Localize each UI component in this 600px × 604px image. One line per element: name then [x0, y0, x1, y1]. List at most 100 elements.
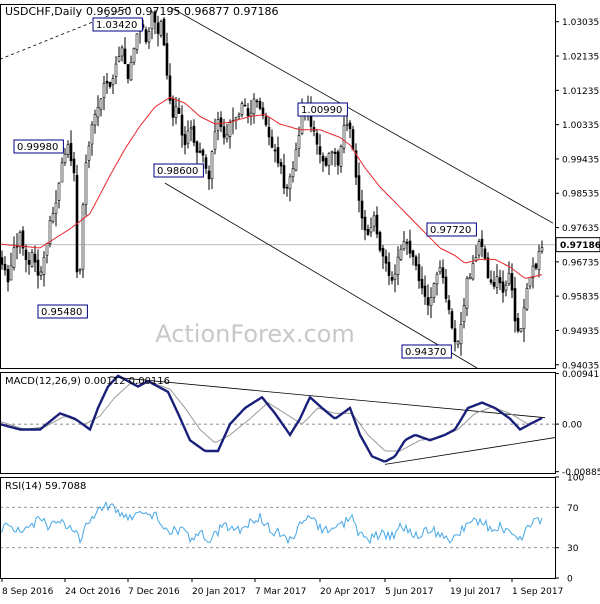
candle-body	[99, 98, 103, 110]
candle-body	[255, 100, 259, 103]
candle-body	[210, 151, 214, 179]
candle-body	[162, 18, 166, 46]
candle-body	[33, 253, 37, 263]
candle-body	[201, 149, 205, 156]
candle-body	[399, 248, 403, 260]
price-annotation-box	[37, 304, 88, 319]
candle-body	[84, 162, 88, 205]
candle-body	[351, 129, 355, 151]
time-axis-label: 1 Sep 2017	[512, 587, 563, 597]
candle-body	[426, 297, 430, 306]
candle-body	[339, 146, 343, 167]
macd-axis-label: 0.009411	[562, 370, 600, 380]
candle-body	[531, 265, 535, 279]
candle-body	[294, 149, 298, 171]
price-annotation: 0.99980	[17, 142, 58, 153]
price-axis-label: 0.98535	[562, 190, 599, 200]
candle-body	[462, 305, 466, 322]
candle-body	[153, 11, 157, 23]
candle-body	[219, 117, 223, 128]
candle-body	[372, 215, 376, 227]
candle-body	[390, 276, 394, 281]
candle-body	[432, 283, 436, 298]
candle-body	[48, 220, 52, 244]
candle-body	[486, 257, 490, 279]
candle-body	[510, 273, 514, 291]
candle-body	[9, 265, 13, 281]
candle-body	[90, 124, 94, 145]
candle-body	[60, 162, 64, 183]
price-axis-label: 1.01235	[562, 87, 599, 97]
candle-body	[39, 271, 43, 276]
candle-body	[54, 202, 58, 214]
candle-body	[252, 98, 256, 115]
candle-body	[489, 279, 493, 283]
candle-body	[321, 155, 325, 162]
price-annotation: 0.95480	[41, 307, 82, 318]
candle-body	[147, 31, 151, 43]
candle-body	[57, 182, 61, 201]
candle-body	[189, 127, 193, 130]
price-annotation-box	[153, 163, 204, 178]
rsi-axis-label: 100	[567, 474, 584, 484]
candle-body	[93, 114, 97, 126]
candle-body	[453, 328, 457, 342]
candle-body	[459, 324, 463, 345]
candle-body	[516, 317, 520, 332]
price-annotation: 1.00990	[301, 105, 342, 116]
price-annotation: 1.03420	[96, 20, 137, 31]
candle-body	[123, 48, 127, 65]
candle-body	[414, 256, 418, 266]
candle-body	[441, 267, 445, 278]
candle-body	[456, 341, 460, 345]
candle-body	[267, 126, 271, 138]
candle-body	[438, 266, 442, 273]
candle-body	[522, 307, 526, 330]
macd-axis-label: -0.008852	[562, 468, 600, 478]
channel-trendline	[0, 6, 131, 60]
candle-body	[360, 200, 364, 219]
candle-body	[0, 257, 4, 265]
candle-body	[258, 101, 262, 109]
rsi-axis-label: 70	[567, 504, 579, 514]
candle-body	[423, 285, 427, 297]
candle-body	[468, 276, 472, 280]
candle-body	[204, 157, 208, 169]
candle-body	[216, 119, 220, 131]
candle-body	[96, 107, 100, 118]
candle-body	[405, 241, 409, 244]
candle-body	[324, 158, 328, 166]
candle-body	[477, 241, 481, 256]
chart-title: USDCHF,Daily	[5, 5, 83, 18]
candle-body	[207, 170, 211, 180]
candle-body	[282, 165, 286, 189]
candle-body	[129, 62, 133, 81]
candle-body	[354, 150, 358, 178]
candle-body	[540, 247, 544, 252]
time-axis-label: 20 Apr 2017	[320, 587, 376, 597]
candle-body	[336, 151, 340, 166]
candle-body	[498, 277, 502, 284]
time-axis-label: 19 Jul 2017	[450, 587, 501, 597]
candle-body	[186, 130, 190, 144]
price-axis-label: 0.94935	[562, 327, 599, 337]
candle-body	[156, 22, 160, 34]
candle-body	[420, 278, 424, 289]
candle-body	[105, 80, 109, 84]
candle-body	[135, 33, 139, 50]
price-annotation: 0.94370	[405, 347, 446, 358]
price-axis-label: 0.96735	[562, 258, 599, 268]
channel-trendline	[169, 6, 554, 224]
candle-body	[525, 288, 529, 310]
candle-body	[174, 106, 178, 118]
candle-body	[195, 141, 199, 153]
candle-body	[81, 204, 85, 270]
candle-body	[114, 63, 118, 77]
candle-body	[357, 175, 361, 201]
candle-body	[291, 168, 295, 178]
candle-body	[330, 151, 334, 154]
candle-body	[297, 135, 301, 149]
candle-body	[27, 260, 31, 265]
candle-body	[396, 256, 400, 276]
